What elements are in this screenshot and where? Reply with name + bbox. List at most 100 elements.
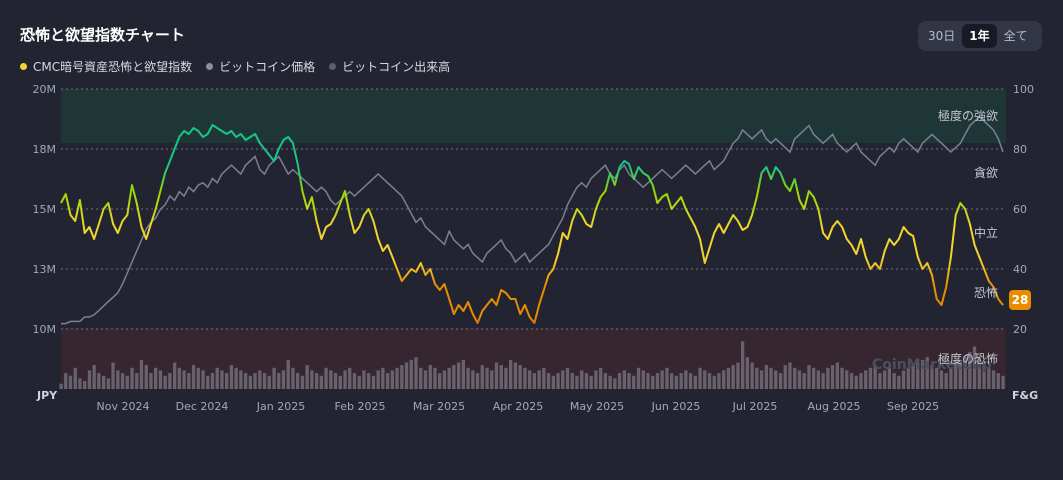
volume-bar [106, 378, 110, 389]
volume-bar [622, 370, 626, 389]
volume-bar [253, 373, 257, 389]
legend-item-fg[interactable]: CMC暗号資産恐怖と欲望指数 [20, 58, 192, 75]
volume-bar [977, 357, 981, 389]
volume-bar [452, 365, 456, 389]
volume-bar [239, 370, 243, 389]
fg-series-line [60, 124, 1004, 324]
volume-bar [300, 375, 305, 390]
volume-bar [883, 370, 887, 389]
volume-bar [225, 373, 229, 389]
watermark: CoinMarketCap [872, 357, 992, 373]
volume-bar [457, 362, 461, 389]
volume-bar [163, 375, 167, 390]
volume-bar [887, 367, 891, 389]
volume-bar [845, 370, 849, 389]
volume-bar [371, 375, 376, 390]
left-tick-label: 15M [33, 203, 57, 216]
volume-bar [636, 367, 641, 389]
volume-bar [641, 370, 645, 389]
volume-bar [244, 373, 248, 389]
volume-bar [343, 370, 347, 389]
zone-label: 中立 [974, 225, 998, 240]
legend-item-price[interactable]: ビットコイン価格 [206, 58, 315, 75]
volume-bar [262, 373, 267, 389]
x-tick-label: May 2025 [570, 400, 624, 413]
volume-bar [968, 351, 972, 389]
volume-bar [764, 365, 768, 389]
volume-bar [475, 373, 480, 389]
volume-bar [532, 373, 536, 389]
volume-bar [485, 367, 489, 389]
volume-bar [565, 367, 570, 389]
volume-bar [386, 373, 390, 389]
tab-all[interactable]: 全て [1003, 29, 1028, 43]
volume-bar [191, 365, 196, 389]
volume-bar [759, 370, 764, 389]
x-tick-label: Aug 2025 [808, 400, 861, 413]
volume-bar [892, 373, 896, 389]
volume-bar [726, 367, 731, 389]
volume-bar [201, 370, 205, 389]
volume-bar [741, 341, 745, 389]
volume-bar [277, 373, 281, 389]
volume-bar [712, 375, 716, 390]
tab-1y[interactable]: 1年 [962, 24, 997, 48]
legend-item-volume[interactable]: ビットコイン出来高 [329, 58, 450, 75]
volume-bar [215, 367, 219, 389]
volume-bar [551, 375, 555, 390]
volume-bar [319, 375, 323, 390]
volume-bar [362, 370, 366, 389]
volume-bar [816, 370, 820, 389]
volume-bar [509, 359, 513, 390]
volume-bar [797, 370, 802, 389]
volume-bar [916, 362, 920, 389]
volume-bar [135, 373, 139, 389]
volume-bar [220, 370, 224, 389]
volume-bar [570, 373, 574, 389]
volume-bar [499, 365, 503, 389]
volume-bar [901, 370, 906, 389]
volume-bar [73, 367, 77, 389]
volume-bar [920, 359, 925, 390]
volume-bar [404, 362, 409, 389]
volume-bar [87, 370, 92, 389]
volume-bar [466, 367, 470, 389]
volume-bar [286, 359, 290, 390]
volume-bar [575, 375, 579, 390]
volume-bar [381, 367, 385, 389]
volume-bar [130, 367, 134, 389]
range-tabs: 30日 1年 全て [918, 21, 1042, 51]
volume-bar [442, 370, 447, 389]
volume-bar [390, 370, 394, 389]
volume-bar [187, 373, 191, 389]
extreme-greed-zone [61, 89, 1006, 143]
volume-bar [617, 373, 622, 389]
volume-bar [722, 370, 726, 389]
volume-bar [693, 375, 697, 390]
volume-bar [234, 367, 238, 389]
volume-bar [854, 375, 858, 390]
volume-bar [528, 370, 532, 389]
x-tick-label: Nov 2024 [97, 400, 150, 413]
x-tick-label: Mar 2025 [413, 400, 465, 413]
left-tick-label: 20M [33, 83, 57, 96]
legend-label-volume: ビットコイン出来高 [342, 60, 451, 74]
volume-bar [873, 365, 877, 389]
volume-bar [594, 370, 598, 389]
tab-30d[interactable]: 30日 [928, 29, 956, 43]
volume-bar [338, 375, 342, 390]
volume-bar [731, 365, 735, 389]
volume-bar [991, 370, 996, 389]
volume-bar [125, 375, 129, 390]
legend-dot-fg [20, 63, 27, 70]
volume-bar [788, 362, 792, 389]
zone-label: 極度の強欲 [938, 108, 998, 123]
right-tick-label: 80 [1013, 143, 1027, 156]
volume-bar [357, 375, 361, 390]
volume-series [59, 341, 1005, 390]
volume-bar [632, 375, 636, 390]
volume-bar [447, 367, 451, 389]
x-tick-label: Jan 2025 [256, 400, 305, 413]
volume-bar [935, 367, 939, 389]
current-value: 28 [1012, 293, 1029, 307]
